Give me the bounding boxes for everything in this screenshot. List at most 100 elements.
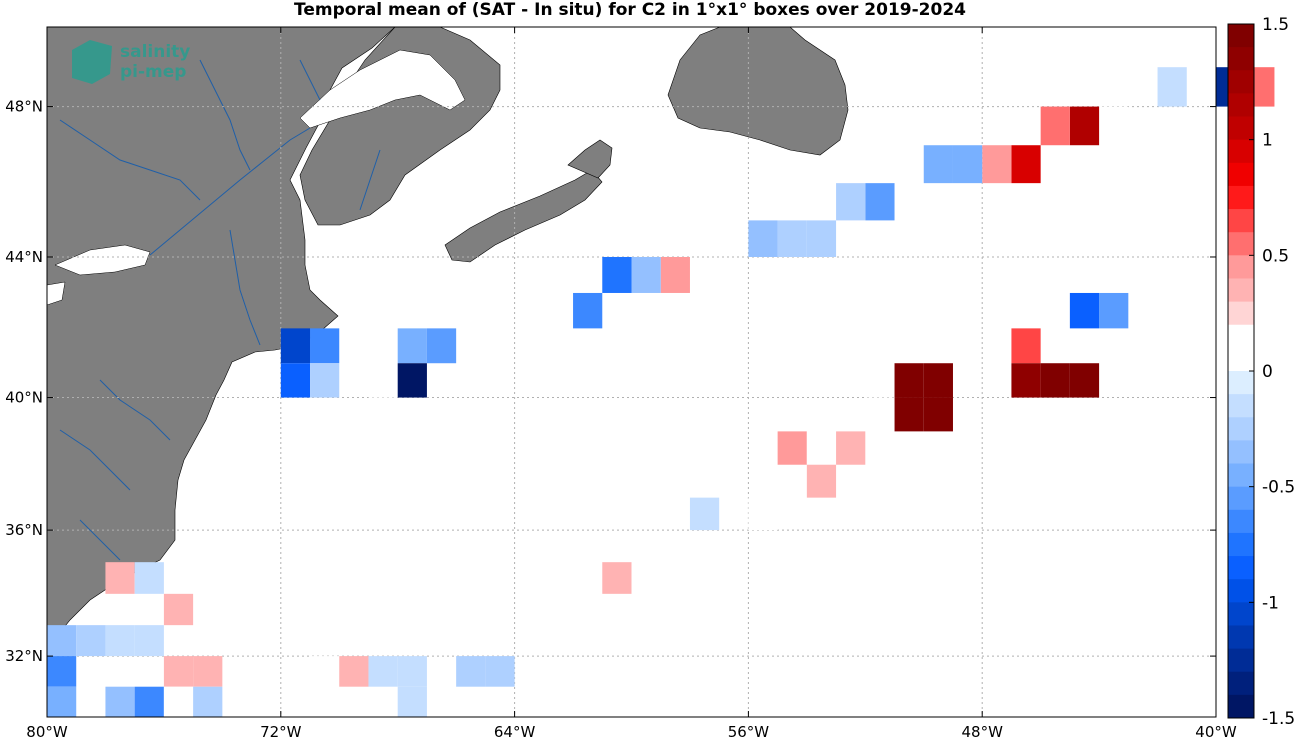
anomaly-cell [134,625,164,657]
colorbar-swatch [1228,139,1254,164]
logo-line2: pi-mep [120,62,186,82]
anomaly-cell [426,328,457,364]
colorbar-swatch [1228,116,1254,141]
colorbar-tick-label: 1 [1262,131,1273,151]
colorbar-swatch [1228,532,1254,557]
anomaly-cell [134,686,164,717]
colorbar-swatch [1228,232,1254,256]
anomaly-cell [456,656,486,687]
anomaly-cell [193,656,223,687]
anomaly-cell [105,562,135,594]
anomaly-cell [310,328,340,364]
anomaly-cell [631,256,661,293]
anomaly-cell [748,220,778,257]
anomaly-cell [865,397,895,432]
anomaly-cell [1099,292,1129,329]
anomaly-cell [105,686,135,717]
anomaly-cell [280,363,311,398]
anomaly-cell [777,220,807,257]
colorbar-swatch [1228,556,1254,580]
land-cape-breton [567,139,613,179]
colorbar-swatch [1228,70,1254,94]
lake-erie [47,281,66,306]
anomaly-cell [836,183,866,221]
land-nova-scotia [444,169,603,263]
colorbar-ticks: 1.5 1 0.5 0 -0.5 -1 -1.5 [1249,15,1295,729]
plot-frame [46,26,1217,718]
anomaly-cell [923,145,953,184]
anomaly-cell [1011,363,1041,398]
y-tick-label: 44°N [5,248,43,266]
colorbar-tick-label: 0 [1262,362,1273,382]
colorbar-swatch [1228,440,1254,465]
x-axis: 80°W 72°W 64°W 56°W 48°W 40°W [26,27,1237,740]
x-tick-label: 64°W [494,723,536,740]
anomaly-cell [1069,292,1100,329]
colorbar-swatch [1228,209,1254,233]
anomaly-cell [47,625,77,657]
land-newfoundland [667,27,849,156]
colorbar-swatch [1228,579,1254,603]
y-tick-label: 40°N [5,389,43,407]
anomaly-cell [310,363,340,398]
colorbar-swatch [1228,371,1254,395]
anomaly-cell [339,656,369,687]
anomaly-cell [485,656,515,687]
anomaly-cell [368,363,398,398]
anomaly-cell [397,656,427,687]
anomaly-cell [397,328,427,364]
anomaly-cell [397,686,427,717]
lake-ontario [54,244,151,276]
colorbar-swatch [1228,301,1254,326]
anomaly-cell [193,686,223,717]
map-title: Temporal mean of (SAT - In situ) for C2 … [294,0,966,20]
y-tick-label: 32°N [5,647,43,665]
anomaly-cell [894,397,924,432]
anomaly-cell [310,656,340,687]
colorbar-swatch [1228,417,1254,441]
salinity-pi-mep-logo: salinity pi-mep [72,40,190,84]
anomaly-cells [47,67,1275,717]
logo-mark-icon [72,40,112,84]
anomaly-cell [397,363,427,398]
st-lawrence-estuary [299,49,466,129]
colorbar-swatch [1228,255,1254,279]
colorbar-swatch [1228,509,1254,534]
anomaly-cell [1040,106,1070,146]
anomaly-cell [1040,363,1070,398]
colorbar-tick-label: 1.5 [1262,15,1289,35]
anomaly-cell [1157,67,1187,107]
anomaly-cell [1011,145,1041,184]
anomaly-cell [1040,328,1070,364]
anomaly-cell [806,464,837,498]
anomaly-cell [47,686,77,717]
anomaly-cell [368,656,398,687]
anomaly-cell [1099,106,1129,146]
anomaly-cell [105,625,135,657]
x-tick-label: 80°W [26,723,68,740]
anomaly-cell [1011,328,1041,364]
anomaly-cell [777,431,807,465]
x-tick-label: 72°W [260,723,302,740]
anomaly-cell [836,431,866,465]
anomaly-cell [163,656,194,687]
anomaly-cell [923,363,953,398]
colorbar-swatch [1228,24,1254,48]
anomaly-cell [163,593,194,626]
logo-line1: salinity [120,42,190,62]
colorbar-tick-label: -1 [1262,593,1279,613]
anomaly-cell [280,328,311,364]
anomaly-cell [1069,363,1100,398]
colorbar-tick-label: 0.5 [1262,246,1289,266]
graticule [47,27,1216,717]
anomaly-cell [134,562,164,594]
colorbar-swatch [1228,324,1254,349]
colorbar-swatch [1228,93,1254,118]
anomaly-cell [865,183,895,221]
y-tick-label: 36°N [5,521,43,539]
anomaly-cell [602,562,632,594]
anomaly-cell [894,363,924,398]
y-axis: 48°N 44°N 40°N 36°N 32°N [5,98,1216,665]
colorbar-swatch [1228,602,1254,626]
